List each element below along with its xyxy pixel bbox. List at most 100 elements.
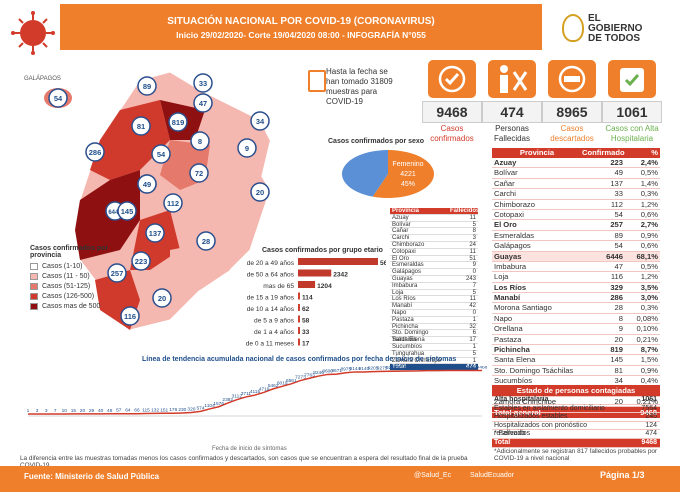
trend-point-label: 20 [80, 408, 86, 414]
province-badge-value: 9 [245, 144, 249, 153]
trend-point-label: 9467 [468, 366, 479, 370]
deaths-row: Chimborazo 24 [390, 241, 478, 249]
province-badge-value: 286 [89, 148, 102, 157]
province-badge: 81 [131, 116, 151, 136]
table-row: Sto. Domingo Tsáchilas 81 0,9% [492, 365, 660, 377]
government-logo: EL GOBIERNO DE TODOS [562, 14, 674, 48]
trend-point-label: 9144 [350, 366, 361, 372]
province-badge-value: 8 [198, 137, 202, 146]
deaths-row: Esmeraldas 9 [390, 262, 478, 270]
trend-point-label: 9449 [440, 366, 451, 371]
social-facebook[interactable]: SaludEcuador [470, 472, 514, 479]
province-badge-value: 47 [199, 99, 207, 108]
deaths-row: Cañar 8 [390, 228, 478, 236]
trend-point-label: 8671 [331, 368, 342, 374]
province-badge-value: 6446 [108, 210, 122, 216]
table-row: Cotopaxi 54 0,6% [492, 209, 660, 221]
table-row: Imbabura 47 0,5% [492, 261, 660, 273]
confirmed-label: Casos confirmados [430, 124, 474, 143]
deaths-row: Sucumbíos 1 [390, 343, 478, 351]
confirmed-count: 9468 [422, 101, 482, 123]
province-badge: 47 [193, 93, 213, 113]
trend-point-label: 5462 [268, 383, 279, 389]
age-bar [298, 281, 316, 288]
legend-title: Casos confirmados por provincia [30, 245, 109, 259]
trend-point-label: 1576 [213, 401, 224, 407]
age-value: 58 [302, 318, 310, 325]
province-badge: 137 [145, 223, 165, 243]
age-label: de 5 a 9 años [254, 318, 295, 325]
province-badge: 257 [107, 263, 127, 283]
province-badge: 286 [85, 142, 105, 162]
state-row: Hospitalizados estables 245 [492, 413, 660, 422]
persons-state-title: Estado de personas contagiadas [492, 385, 660, 396]
state-row: Estables en aislamiento domiciliario 7564 [492, 405, 660, 414]
trend-point-label: 9334 [395, 366, 406, 371]
age-bar [298, 338, 300, 346]
trend-point-label: 176 [169, 407, 177, 413]
table-row: El Oro 257 2,7% [492, 220, 660, 231]
trend-point-label: 29 [89, 408, 95, 414]
province-badge: 8 [190, 131, 210, 151]
deaths-row: Santa Elena 17 [390, 337, 478, 344]
age-label: de 15 a 19 años [247, 295, 295, 302]
trend-point-label: 9275 [377, 366, 388, 371]
province-badge-value: 72 [195, 169, 203, 178]
trend-point-label: 15 [71, 408, 77, 414]
deaths-row: Azuay 11 [390, 214, 478, 222]
province-badge-value: 112 [167, 199, 179, 208]
page-subtitle: Inicio 29/02/2020- Corte 19/04/2020 08:0… [176, 30, 426, 40]
deaths-row: Loja 5 [390, 289, 478, 297]
pie-value: 4221 [400, 171, 416, 178]
trend-point-label: 57 [116, 408, 122, 414]
deceased-count: 474 [482, 101, 542, 123]
legend-item: Casos (1-10) [30, 261, 110, 271]
province-badge-value: 81 [137, 122, 145, 131]
province-badge: 20 [250, 182, 270, 202]
province-badge: 34 [250, 111, 270, 131]
deaths-row: Pastaza 1 [390, 316, 478, 324]
province-badge-value: 20 [158, 294, 166, 303]
trend-title: Línea de tendencia acumulada nacional de… [142, 356, 457, 363]
province-badge-value: 145 [121, 207, 134, 216]
deaths-row: Napo 0 [390, 309, 478, 317]
footer-bar [0, 466, 680, 492]
trend-point-label: 9454 [449, 366, 460, 371]
age-chart-title: Casos confirmados por grupo etario [262, 247, 383, 254]
deaths-row: El Oro 51 [390, 255, 478, 263]
trend-point-label: 574 [197, 405, 205, 411]
trend-point-label: 8975 [340, 367, 351, 373]
page-number: Página 1/3 [600, 470, 645, 480]
trend-point-label: 40 [98, 408, 104, 414]
trend-point-label: 320 [187, 407, 195, 413]
person-deceased-icon [488, 60, 536, 98]
seal-icon [562, 14, 584, 42]
deaths-row: Carchi 3 [390, 235, 478, 242]
province-badge-value: 223 [135, 257, 148, 266]
age-value: 17 [302, 341, 310, 348]
deaths-row: Pichincha 32 [390, 323, 478, 331]
province-badge: 49 [137, 174, 157, 194]
trend-point-label: 6019 [277, 380, 288, 386]
province-badge: 116 [120, 306, 140, 326]
province-table: Provincia Confirmado % Azuay 223 2,4% Bolív… [492, 148, 660, 419]
trend-point-label: 3112 [232, 394, 243, 400]
deaths-row: Cotopaxi 11 [390, 248, 478, 256]
trend-point-label: 9468 [477, 366, 488, 370]
deaths-row: Manabí 42 [390, 303, 478, 310]
trend-point-label: 9463 [459, 366, 470, 370]
province-badge: 54 [151, 144, 171, 164]
deaths-row: Imbabura 7 [390, 282, 478, 290]
deaths-row: Galápagos 0 [390, 269, 478, 276]
legend-item: Casos (126-500) [30, 291, 110, 301]
legend-swatch [30, 282, 38, 290]
discharged-count: 1061 [602, 101, 662, 123]
age-label: de 20 a 49 años [247, 260, 295, 267]
trend-point-label: 9431 [422, 366, 433, 371]
deaths-table: Provincia Fallecidos Azuay 11 Bolívar 5 Cañar… [390, 208, 480, 372]
test-tube-icon [308, 70, 326, 92]
social-twitter[interactable]: @Salud_Ec [414, 472, 452, 479]
check-icon [428, 60, 476, 98]
age-bar [298, 292, 300, 300]
trend-point-label: 7763 [304, 372, 315, 378]
